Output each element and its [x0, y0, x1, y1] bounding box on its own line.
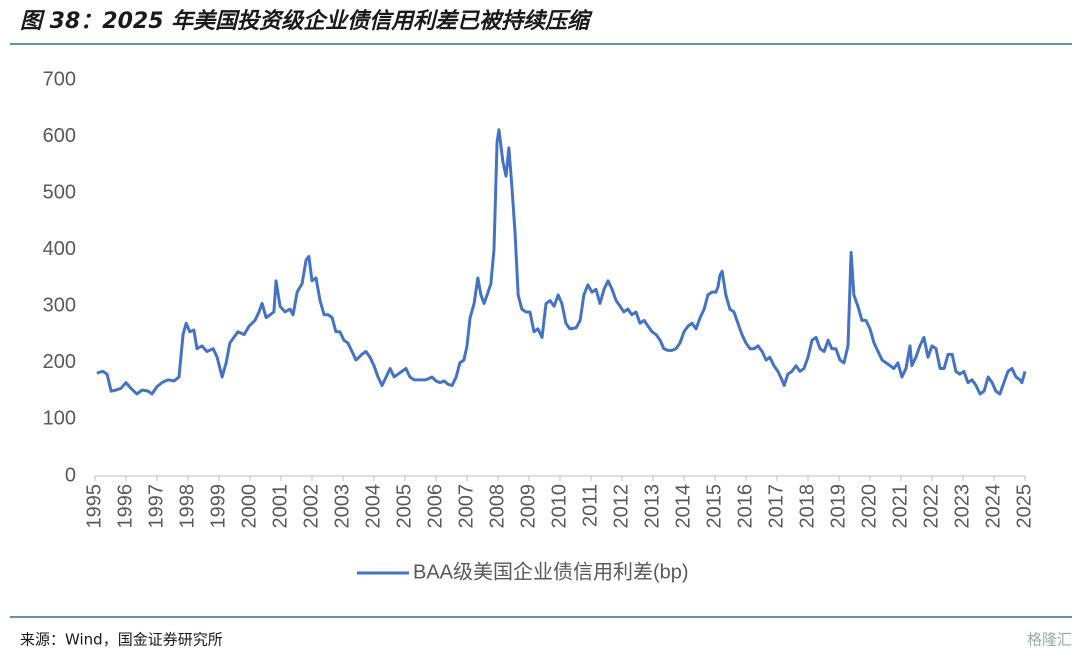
y-tick-label: 700: [43, 68, 76, 90]
x-tick-label: 2000: [238, 484, 260, 529]
source-note: 来源：Wind，国金证券研究所: [20, 631, 223, 649]
y-tick-label: 600: [43, 125, 76, 147]
x-tick-label: 2003: [331, 484, 353, 529]
x-tick-label: 2020: [858, 484, 880, 529]
x-tick-label: 2007: [455, 484, 477, 529]
x-tick-label: 2023: [951, 484, 973, 529]
x-tick-label: 2001: [269, 484, 291, 529]
x-tick-label: 2025: [1013, 484, 1035, 529]
x-tick-label: 1998: [176, 484, 198, 529]
x-tick-label: 2021: [889, 484, 911, 529]
x-tick-label: 2008: [486, 484, 508, 529]
x-tick-label: 2016: [734, 484, 756, 529]
x-tick-label: 2019: [827, 484, 849, 529]
x-tick-label: 1999: [207, 484, 229, 529]
watermark: 格隆汇: [1027, 631, 1072, 649]
x-tick-label: 2012: [610, 484, 632, 529]
y-tick-label: 100: [43, 408, 76, 430]
x-tick-label: 2004: [362, 484, 384, 529]
x-tick-label: 2013: [641, 484, 663, 529]
x-tick-label: 2010: [548, 484, 570, 529]
x-tick-label: 2014: [672, 484, 694, 529]
x-tick-label: 2002: [300, 484, 322, 529]
y-tick-label: 300: [43, 295, 76, 317]
x-tick-label: 2005: [393, 484, 415, 529]
chart-title: 图 38：2025 年美国投资级企业债信用利差已被持续压缩: [20, 8, 593, 34]
x-tick-label: 2018: [796, 484, 818, 529]
x-tick-label: 2022: [920, 484, 942, 529]
x-tick-label: 1996: [114, 484, 136, 529]
y-tick-label: 0: [65, 464, 76, 486]
y-tick-label: 200: [43, 351, 76, 373]
x-tick-label: 1995: [83, 484, 105, 529]
y-tick-label: 400: [43, 238, 76, 260]
x-tick-label: 2017: [765, 484, 787, 529]
legend-label: BAA级美国企业债信用利差(bp): [413, 560, 689, 583]
y-tick-label: 500: [43, 181, 76, 203]
x-tick-label: 2011: [579, 484, 601, 527]
x-tick-label: 2009: [517, 484, 539, 529]
x-tick-label: 2015: [703, 484, 725, 529]
data-line: [96, 128, 1027, 396]
x-tick-label: 2024: [982, 484, 1004, 529]
x-tick-label: 1997: [145, 484, 167, 529]
x-tick-label: 2006: [424, 484, 446, 529]
